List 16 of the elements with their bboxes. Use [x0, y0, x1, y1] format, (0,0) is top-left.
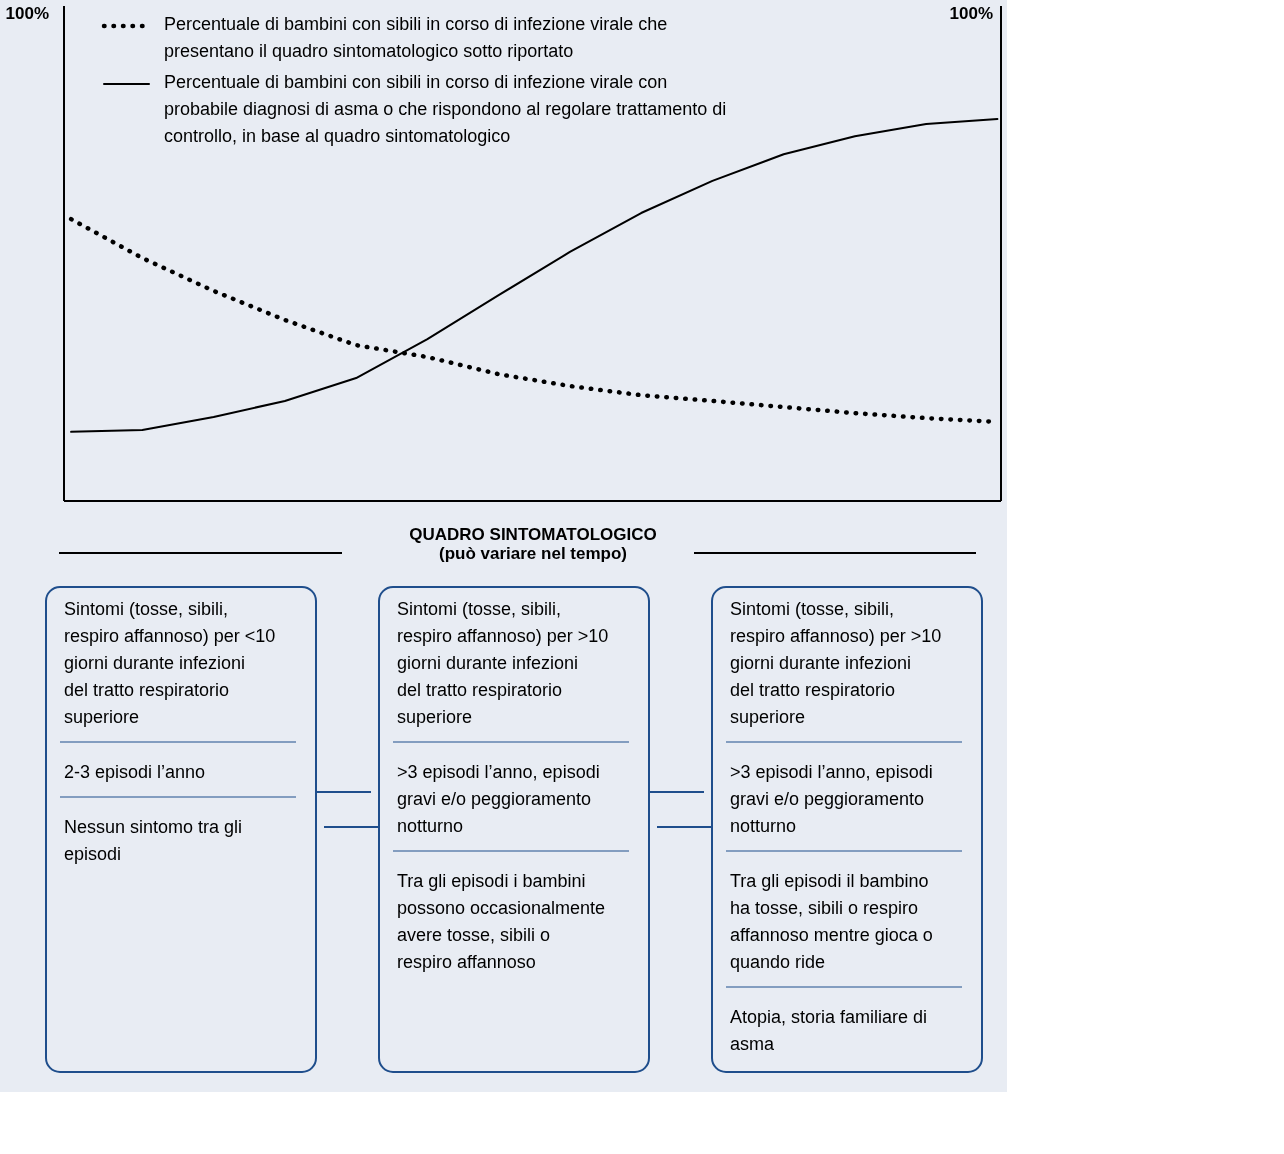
text: 100% — [5, 4, 49, 23]
text: Sintomi (tosse, sibili, respiro affannoso) per >10 giorni durante infezioni del tratto respiratorio superiore — [730, 599, 942, 727]
text: Tra gli episodi il bambino ha tosse, sibili o respiro affannoso mentre gioca o quando ride — [730, 871, 933, 972]
text: 2-3 episodi l’anno — [64, 762, 206, 782]
text: >3 episodi l’anno, episodi gravi e/o peggioramento notturno — [730, 762, 933, 836]
text: (può variare nel tempo) — [439, 543, 627, 563]
text: Atopia, storia familiare di asma — [730, 1007, 928, 1054]
text: Tra gli episodi i bambini possono occasionalmente avere tosse, sibili o respiro affannoso — [397, 871, 606, 972]
text: Sintomi (tosse, sibili, respiro affannoso) per >10 giorni durante infezioni del tratto respiratorio superiore — [397, 599, 609, 727]
legend-label: Percentuale di bambini con sibili in corso di infezione virale che presentano il quadro sintomatologico sotto riportato — [164, 14, 668, 61]
text: Nessun sintomo tra gli episodi — [64, 817, 243, 864]
x-axis-title: QUADRO SINTOMATOLOGICO — [409, 524, 657, 544]
text: 100% — [949, 4, 993, 23]
legend-label: Percentuale di bambini con sibili in corso di infezione virale con probabile diagnosi di asma o che rispondono al regolare trattamento di controllo, in base al quadro sintomatologico — [164, 72, 727, 146]
text: >3 episodi l’anno, episodi gravi e/o peggioramento notturno — [397, 762, 600, 836]
text: Sintomi (tosse, sibili, respiro affannoso) per <10 giorni durante infezioni del tratto respiratorio superiore — [64, 599, 276, 727]
